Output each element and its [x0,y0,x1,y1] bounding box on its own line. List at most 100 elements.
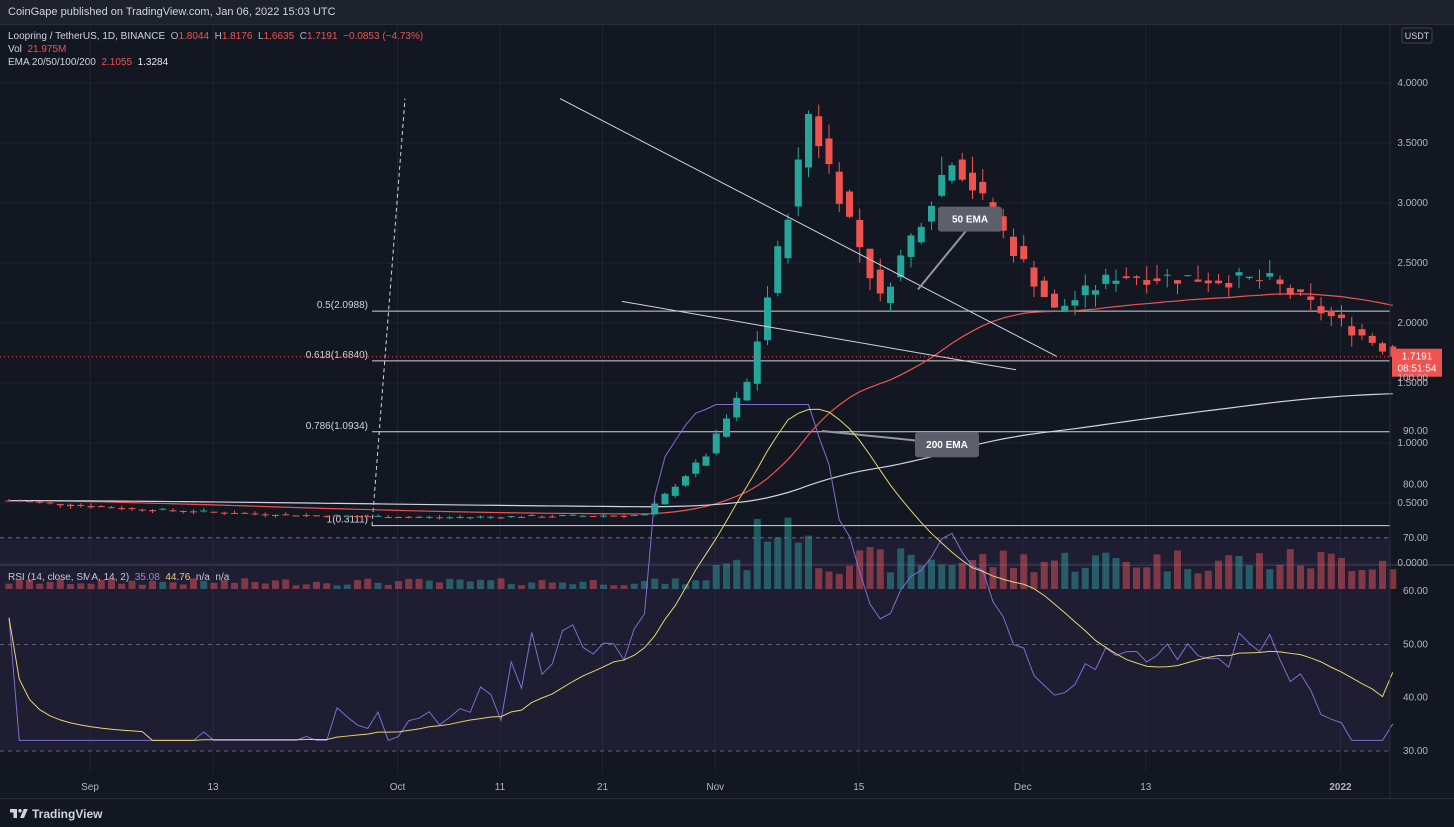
candle-body [917,226,925,243]
volume-bar [866,547,874,589]
ema-label[interactable]: EMA 20/50/100/200 [8,57,96,68]
open-label: O [170,31,179,42]
candle-body [1256,280,1263,282]
volume-bar [989,567,997,589]
rsi-tick-label: 80.00 [1403,480,1428,491]
candle-body [692,462,700,474]
volume-bar [354,579,361,589]
rsi-tick-label: 30.00 [1403,746,1428,757]
fib-trend-dashed [371,98,406,526]
volume-bar [1081,567,1089,589]
fibonacci-retracement[interactable]: 0.5(2.0988) 0.618(1.6840) 0.786(1.0934) 1(0… [306,98,1390,527]
fib-level-label: 1(0.3111) [327,515,368,526]
volume-bar [846,565,853,589]
candle-body [241,512,249,514]
volume-bar [1143,567,1151,589]
tradingview-brand[interactable]: TradingView [32,807,103,821]
volume-bar [241,578,249,589]
candle-body [323,516,331,518]
volume-bar [907,554,915,589]
symbol-name[interactable]: Loopring / TetherUS, 1D, BINANCE [8,31,166,42]
candle-body [682,476,689,486]
volume-bar [1338,557,1345,589]
volume-bar [405,578,413,589]
volume-bar [1286,549,1294,589]
candle-body [364,516,372,518]
candle-body [1061,305,1069,312]
volume-legend: Vol 21.975M [8,44,66,55]
volume-bar [1204,570,1212,589]
volume-bar [436,582,443,589]
candle-body [948,165,956,181]
volume-label[interactable]: Vol [8,44,22,55]
volume-bar [569,584,577,589]
volume-bar [733,559,741,589]
candle-body [1030,267,1038,287]
candle-body [497,517,505,519]
volume-bar [1163,571,1171,589]
tradingview-logo-icon[interactable] [8,807,30,821]
volume-bar [815,568,823,589]
candle-body [1276,279,1284,285]
ema-legend: EMA 20/50/100/200 2.1055 1.3284 [8,57,168,68]
price-tick-label: 2.0000 [1397,318,1428,329]
last-price-tag [1392,348,1442,377]
volume-bar [97,579,105,589]
volume-bar [1061,552,1069,589]
candle-body [651,503,659,515]
volume-bar [784,517,792,589]
volume-bar [671,578,679,589]
candle-body [343,515,351,517]
volume-bar [272,580,279,589]
volume-bar [702,580,710,589]
trendlines[interactable]: 50 EMA 200 EMA [0,98,1390,458]
candle-body [928,205,935,222]
volume-bars [5,517,1397,589]
volume-bar [56,578,64,589]
volume-bar [1133,567,1140,589]
rsi-label[interactable]: RSI (14, close, SMA, 14, 2) [8,572,129,583]
candle-body [15,500,23,502]
rsi-pane[interactable] [0,404,1394,752]
time-tick-label: 13 [207,782,219,793]
candle-body [548,516,556,518]
candle-body [743,381,751,401]
candle-body [528,515,536,517]
price-tick-label: 2.5000 [1397,258,1428,269]
volume-bar [774,537,782,589]
candle-body [733,397,741,418]
candle-body [1174,280,1181,284]
volume-bar [446,578,454,589]
volume-bar [753,519,761,589]
candle-body [1348,326,1356,336]
candle-body [261,514,269,516]
price-pane[interactable]: 0.5(2.0988) 0.618(1.6840) 0.786(1.0934) 1(0… [0,98,1397,589]
candle-body [77,504,85,506]
candle-body [641,514,648,516]
volume-bar [825,571,833,589]
volume-bar [487,580,495,589]
rsi-value-4: n/a [215,572,229,583]
candle-body [251,513,259,515]
volume-bar [692,580,700,589]
price-chart[interactable]: 0.5(2.0988) 0.618(1.6840) 0.786(1.0934) 1(0… [0,25,1454,798]
candle-body [56,503,64,506]
fib-level-label: 0.618(1.6840) [306,350,368,361]
volume-bar [108,578,115,589]
volume-bar [600,584,607,589]
candle-body [1358,329,1366,336]
volume-bar [743,570,751,589]
volume-bar [928,559,935,589]
candle-body [477,516,484,518]
symbol-legend: Loopring / TetherUS, 1D, BINANCE O1.8044… [8,31,423,42]
time-tick-label: Oct [390,782,406,793]
candle-body [1143,280,1151,285]
candle-body [333,514,341,516]
volume-bar [1174,550,1181,589]
volume-bar [67,584,74,589]
ema50-callout-text: 50 EMA [952,215,988,226]
time-tick-label: 13 [1140,782,1152,793]
candle-body [661,493,669,505]
candle-body [835,171,843,204]
candle-body [1102,274,1110,284]
